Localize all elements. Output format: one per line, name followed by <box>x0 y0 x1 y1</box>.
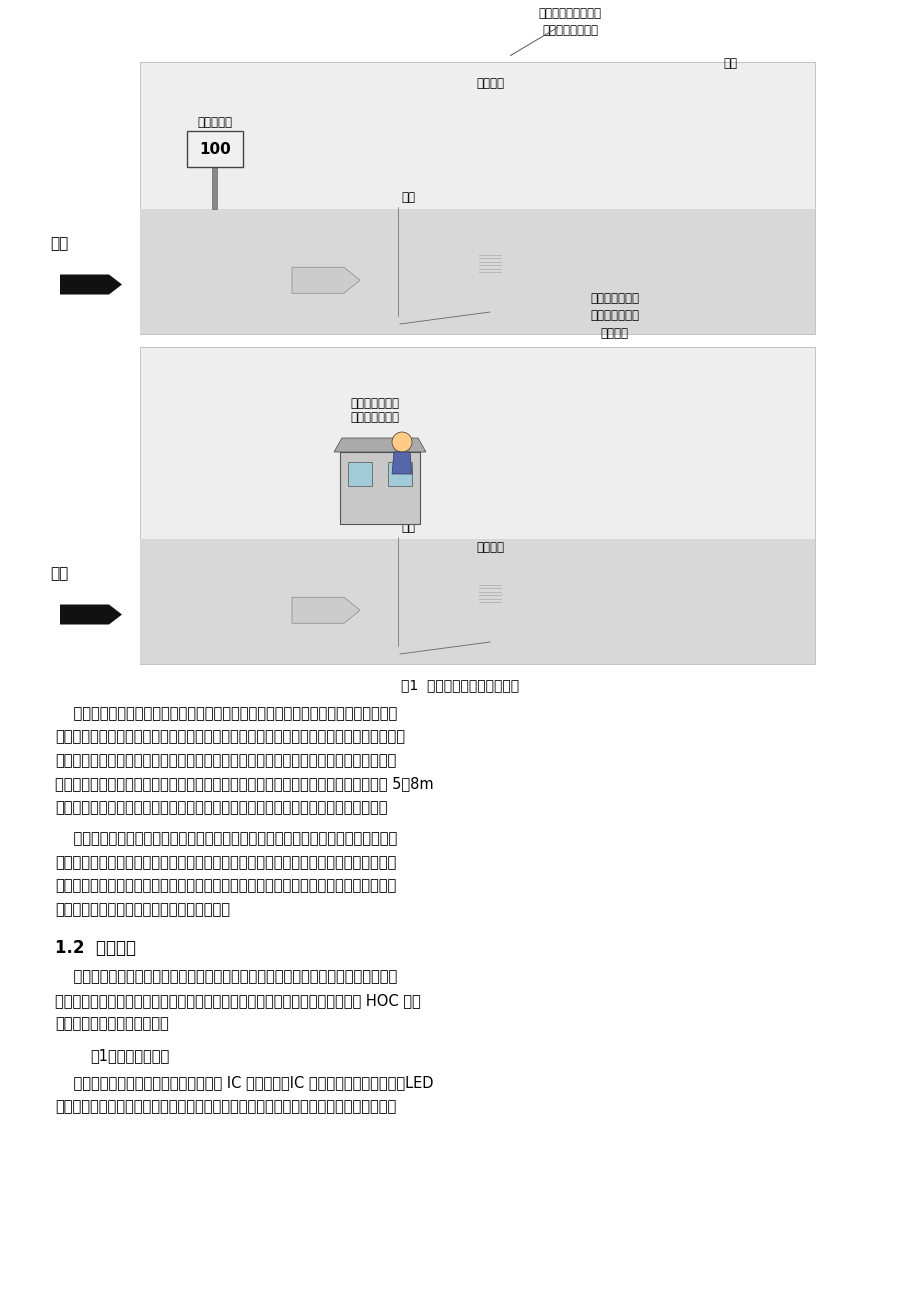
Bar <box>713 592 735 596</box>
Bar <box>713 294 735 298</box>
Bar <box>476 582 503 604</box>
Bar <box>713 256 735 314</box>
Bar <box>140 539 814 664</box>
Bar <box>713 624 735 628</box>
Bar <box>711 254 737 260</box>
Bar <box>713 286 735 290</box>
Bar <box>187 132 243 167</box>
Text: 场进口车道边安装入口设备，在停车场出口车道边安装出口设备，并在交通枢纽 HOC 内设: 场进口车道边安装入口设备，在停车场出口车道边安装出口设备，并在交通枢纽 HOC … <box>55 993 420 1008</box>
Circle shape <box>391 432 412 452</box>
Polygon shape <box>233 611 265 624</box>
Text: 管理系统进行设计，内部车辆具有持长期卡出入库功能，临时车取临时票出入库管理功能，: 管理系统进行设计，内部车辆具有持长期卡出入库功能，临时车取临时票出入库管理功能， <box>55 729 404 745</box>
Polygon shape <box>613 585 713 624</box>
Text: 的远距离读卡，实现内部车辆持长期卡不需停车即可读卡通行的目的，提高通行效率。: 的远距离读卡，实现内部车辆持长期卡不需停车即可读卡通行的目的，提高通行效率。 <box>55 799 387 815</box>
Polygon shape <box>334 437 425 452</box>
Text: 出口: 出口 <box>50 566 68 582</box>
Bar <box>713 608 735 612</box>
Text: 某大型交通枢纽车库管理系统包括：入口部分、出口部分、管理中心三部分。在停车: 某大型交通枢纽车库管理系统包括：入口部分、出口部分、管理中心三部分。在停车 <box>55 970 397 984</box>
Text: 1.2  系统组成: 1.2 系统组成 <box>55 940 136 957</box>
Bar <box>713 270 735 273</box>
Text: 入口: 入口 <box>50 237 68 251</box>
Text: （内有读卡器、吐卡: （内有读卡器、吐卡 <box>538 7 601 20</box>
Bar <box>713 631 735 635</box>
Bar <box>482 273 497 279</box>
Bar <box>140 210 814 335</box>
Bar <box>713 600 735 604</box>
Bar <box>271 299 275 306</box>
Text: 停车场管理岗亭: 停车场管理岗亭 <box>350 411 399 424</box>
Bar <box>713 586 735 644</box>
Circle shape <box>256 309 265 316</box>
Circle shape <box>218 633 236 651</box>
Polygon shape <box>233 280 265 294</box>
Text: 系统、显示屏等）: 系统、显示屏等） <box>541 23 597 36</box>
Text: 置交通枢纽停车场管理中心。: 置交通枢纽停车场管理中心。 <box>55 1017 168 1031</box>
Bar <box>471 568 507 611</box>
Bar <box>713 302 735 306</box>
Text: 西区地下车库西侧的一进、一出社会（交通枢组、长途站内部）车辆车道。东区系统管辖: 西区地下车库西侧的一进、一出社会（交通枢组、长途站内部）车辆车道。东区系统管辖 <box>55 855 396 870</box>
Polygon shape <box>378 646 422 660</box>
Circle shape <box>222 309 231 316</box>
Text: 出口票箱: 出口票箱 <box>475 542 504 553</box>
Text: 地感: 地感 <box>401 191 414 204</box>
Polygon shape <box>613 254 713 294</box>
Text: 道闸: 道闸 <box>722 57 736 70</box>
Polygon shape <box>654 646 698 660</box>
Text: 该大型交通枢纽的车库管理系统，分为西区系统及东区系统两个部分。西区系统管辖: 该大型交通枢纽的车库管理系统，分为西区系统及东区系统两个部分。西区系统管辖 <box>55 832 397 846</box>
Bar <box>340 452 420 523</box>
Polygon shape <box>391 452 412 474</box>
Circle shape <box>252 633 269 651</box>
FancyArrow shape <box>60 275 122 294</box>
Bar <box>485 280 494 312</box>
Text: 少，车辆进出库效率问题就显得非常重要，为此，系统需要引入远距离读卡技术，通过 5～8m: 少，车辆进出库效率问题就显得非常重要，为此，系统需要引入远距离读卡技术，通过 5… <box>55 776 433 792</box>
Text: 100: 100 <box>199 142 231 156</box>
Text: 显示屏等）道闸: 显示屏等）道闸 <box>589 309 639 322</box>
Circle shape <box>218 303 236 322</box>
Text: 入口部分主要由入口卡箱（内含感应式 IC 卡读卡器、IC 卡出卡机或自动出票机、LED: 入口部分主要由入口卡箱（内含感应式 IC 卡读卡器、IC 卡出卡机或自动出票机、… <box>55 1075 433 1091</box>
Text: 显示屏、语音系统、对讲分机等）、自动道闸、车辆检测线圈、满位显示屏、远距离读卡: 显示屏、语音系统、对讲分机等）、自动道闸、车辆检测线圈、满位显示屏、远距离读卡 <box>55 1099 396 1115</box>
Bar <box>482 604 497 608</box>
Polygon shape <box>654 316 698 329</box>
Text: （内有读卡器、: （内有读卡器、 <box>589 292 639 305</box>
FancyBboxPatch shape <box>213 293 277 314</box>
Bar <box>713 641 735 644</box>
Text: 系统管理工作站: 系统管理工作站 <box>350 397 399 410</box>
FancyArrow shape <box>291 598 359 624</box>
Text: 满位显示屏: 满位显示屏 <box>198 116 233 129</box>
Bar <box>713 279 735 283</box>
Circle shape <box>222 638 231 646</box>
Text: 该交通枢纽的地下停车区统一部署了停车库管理系统，系统按照全功能型智能停车场: 该交通枢纽的地下停车区统一部署了停车库管理系统，系统按照全功能型智能停车场 <box>55 706 397 721</box>
Bar <box>140 62 814 335</box>
Circle shape <box>252 303 269 322</box>
FancyArrow shape <box>60 604 122 625</box>
Polygon shape <box>233 612 244 624</box>
Circle shape <box>256 638 265 646</box>
Polygon shape <box>378 316 422 329</box>
Text: 入口票箱: 入口票箱 <box>475 77 504 90</box>
Polygon shape <box>253 612 264 624</box>
Bar <box>713 310 735 314</box>
Bar <box>271 630 275 635</box>
Text: （1）车库入口部分: （1）车库入口部分 <box>90 1048 169 1062</box>
Polygon shape <box>233 283 244 294</box>
Text: 出口票箱: 出口票箱 <box>599 327 628 340</box>
Text: 图1  车库管理系统概念示意图: 图1 车库管理系统概念示意图 <box>401 678 518 691</box>
Text: 地感: 地感 <box>401 521 414 534</box>
Bar <box>347 462 371 486</box>
Bar <box>476 253 503 273</box>
Polygon shape <box>253 283 264 294</box>
Bar <box>713 616 735 620</box>
Text: 一个社会车辆由下客区绕行入库的一进车道。: 一个社会车辆由下客区绕行入库的一进车道。 <box>55 902 230 917</box>
FancyBboxPatch shape <box>213 622 277 643</box>
FancyArrow shape <box>291 267 359 293</box>
Bar <box>711 585 737 590</box>
Bar <box>211 167 217 210</box>
Bar <box>713 262 735 266</box>
Bar <box>485 611 494 642</box>
Bar <box>471 238 507 280</box>
Bar <box>140 348 814 664</box>
Bar <box>388 462 412 486</box>
Text: 确保车辆停车安全。同时，考虑到交通枢纽地下停车场停放的车辆较多，而出入口设置较: 确保车辆停车安全。同时，考虑到交通枢纽地下停车场停放的车辆较多，而出入口设置较 <box>55 753 396 768</box>
Text: 东区地下车库东侧的两进、两出社会（交通枢组内部）车辆车道；东区地下车库内专设的: 东区地下车库东侧的两进、两出社会（交通枢组内部）车辆车道；东区地下车库内专设的 <box>55 879 396 893</box>
